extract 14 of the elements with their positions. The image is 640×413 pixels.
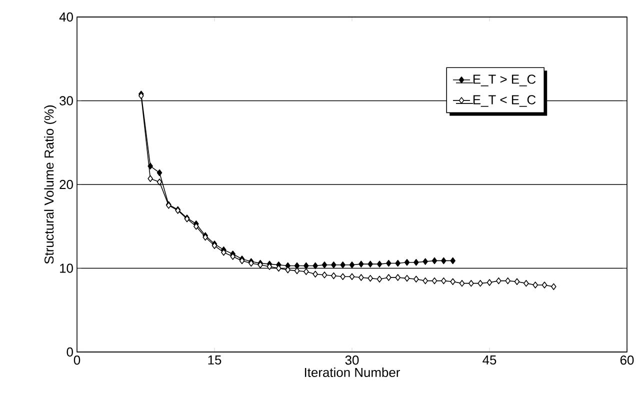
legend-label: E_T < E_C	[473, 95, 536, 107]
y-axis-title: Structural Volume Ratio (%)	[44, 105, 56, 264]
x-tick-label: 15	[208, 356, 222, 365]
x-axis-title: Iteration Number	[304, 368, 400, 378]
y-tick-label: 10	[60, 264, 73, 273]
y-tick-label: 0	[66, 347, 73, 357]
y-tick-label: 30	[60, 96, 73, 106]
legend-label: E_T > E_C	[473, 74, 536, 86]
x-tick-label: 30	[345, 356, 359, 365]
y-tick-label: 40	[59, 12, 73, 22]
x-tick-label: 60	[620, 356, 634, 365]
x-tick-label: 45	[482, 356, 496, 365]
x-tick-label: 0	[74, 356, 80, 365]
y-tick-label: 20	[60, 180, 73, 190]
